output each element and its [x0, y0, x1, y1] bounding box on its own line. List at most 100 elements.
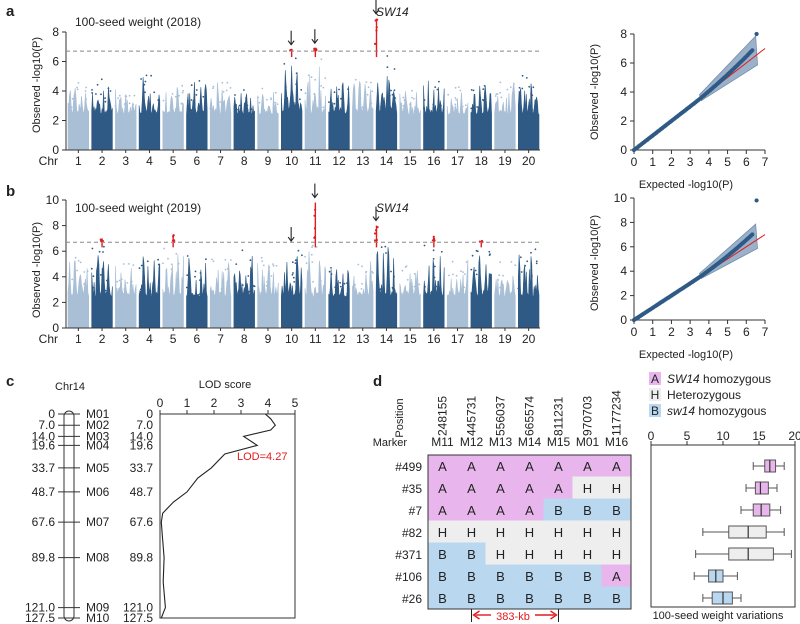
- manhattan-2019-point: [510, 261, 513, 263]
- manhattan-2018-point: [142, 101, 145, 104]
- chromosome-bar: [63, 410, 75, 622]
- manhattan-2019-chr-12-mass: [328, 269, 350, 329]
- manhattan-2019-chr-18-points: [470, 239, 492, 329]
- qq-2019-top-point: [754, 198, 759, 203]
- manhattan-2019-point: [346, 282, 348, 284]
- manhattan-2018-point: [499, 81, 502, 84]
- manhattan-2018-point: [104, 97, 106, 99]
- manhattan-2019-point: [235, 263, 238, 265]
- manhattan-2018-point: [404, 98, 406, 101]
- manhattan-2018-chr-16-points: [422, 80, 445, 151]
- manhattan-2018-point: [411, 96, 413, 99]
- manhattan-2018-chr-12-mass: [328, 82, 350, 151]
- genotype-letter: B: [583, 503, 592, 518]
- manhattan-2019-point: [104, 289, 107, 292]
- manhattan-2018-chr-label-9: 9: [265, 154, 272, 168]
- manhattan-2019-chr-13-points: [352, 261, 374, 329]
- manhattan-2018-point: [123, 103, 126, 105]
- chr14-marker-label-M06: M06: [86, 485, 110, 499]
- qq-2018-xtick-label: 2: [668, 155, 675, 169]
- manhattan-2019-sig-point: [433, 239, 436, 242]
- qq-2019-xtick-label: 1: [649, 325, 656, 339]
- genotype-letter: A: [525, 459, 534, 474]
- legend-swatch-A: [649, 372, 661, 385]
- manhattan-2018-point: [470, 107, 473, 110]
- genotype-letter: H: [438, 525, 447, 540]
- qq-2019-ytick-label: 4: [620, 264, 627, 278]
- manhattan-2019-point: [176, 278, 179, 281]
- chr14-cm-label: 7.0: [38, 418, 55, 432]
- manhattan-2019-point: [360, 288, 363, 290]
- manhattan-2019-chr-14-mass: [375, 247, 398, 329]
- manhattan-2018-chr-13-points: [352, 78, 374, 151]
- manhattan-2018-point: [371, 90, 374, 93]
- manhattan-2019-point: [393, 275, 395, 278]
- marker-label-M11: M11: [431, 435, 454, 449]
- manhattan-2019-chr-20-points: [517, 248, 540, 329]
- manhattan-2018-chr-20-mass: [517, 83, 540, 151]
- manhattan-2018-point: [476, 106, 478, 108]
- manhattan-2018-point: [472, 89, 475, 92]
- manhattan-2018-point: [434, 86, 437, 88]
- manhattan-2019-point: [413, 273, 416, 275]
- manhattan-2018-point: [313, 93, 315, 95]
- manhattan-2018-point: [454, 97, 457, 99]
- manhattan-2019-arrow-head-chr-10: [287, 236, 295, 242]
- manhattan-2018-chr-label-1: 1: [75, 154, 82, 168]
- manhattan-2019-point: [248, 290, 251, 293]
- manhattan-2019-point: [346, 292, 349, 295]
- manhattan-2019-chr-9-mass: [257, 263, 279, 329]
- manhattan-2019-point: [305, 262, 308, 265]
- lod-profile-line: [160, 413, 277, 619]
- manhattan-2018-point: [132, 103, 135, 106]
- boxplot-xtick-label: 20: [788, 429, 800, 443]
- manhattan-2018-ytick-label: 8: [52, 25, 59, 39]
- manhattan-2019-point: [186, 255, 189, 257]
- manhattan-2019-title: 100-seed weight (2019): [75, 201, 201, 215]
- manhattan-2019-chr-17-mass: [446, 259, 469, 329]
- manhattan-2018-point: [386, 55, 389, 57]
- manhattan-2018-point: [530, 93, 532, 95]
- manhattan-2019-point: [293, 281, 296, 283]
- manhattan-2019-point: [289, 290, 292, 293]
- manhattan-2018-chr-14-mass: [375, 75, 398, 151]
- manhattan-2019-chr-1-mass: [67, 260, 89, 329]
- manhattan-2019-point: [103, 245, 105, 248]
- marker-label-M15: M15: [547, 435, 571, 449]
- lod-cm-label: 48.7: [130, 485, 154, 499]
- manhattan-2018-point: [95, 93, 97, 95]
- manhattan-2019-point: [312, 244, 314, 247]
- manhattan-2019-point: [434, 265, 436, 268]
- manhattan-2019-point: [292, 276, 295, 279]
- manhattan-2019-point: [423, 244, 426, 247]
- manhattan-2019-chr-label-18: 18: [475, 332, 489, 346]
- genotype-letter: B: [438, 569, 447, 584]
- manhattan-2018-point: [270, 97, 272, 100]
- genotype-letter: A: [438, 503, 447, 518]
- manhattan-2019-sig-point: [432, 235, 435, 238]
- manhattan-2018-ytick-label: 0: [52, 143, 59, 157]
- manhattan-2019-ylabel: Observed -log10(P): [31, 222, 43, 318]
- manhattan-2018-point: [226, 81, 229, 84]
- manhattan-2018-point: [528, 85, 531, 88]
- manhattan-2018-point: [359, 96, 362, 99]
- manhattan-2019-point: [106, 279, 108, 282]
- manhattan-2019-chr-1-points: [67, 256, 89, 329]
- manhattan-2018-point: [447, 93, 450, 96]
- manhattan-2018-point: [531, 108, 533, 111]
- boxplot-xtick-label: 15: [752, 429, 766, 443]
- manhattan-2018-point: [328, 101, 330, 103]
- manhattan-2019-point: [266, 281, 268, 283]
- manhattan-2018-point: [402, 104, 405, 107]
- manhattan-2019-chr-4-points: [138, 256, 161, 329]
- qq-2019-xtick-label: 5: [724, 325, 731, 339]
- genotype-letter: H: [583, 481, 592, 496]
- chr14-marker-label-M04: M04: [86, 438, 110, 452]
- manhattan-2019-point: [462, 271, 464, 273]
- manhattan-2019-point: [265, 284, 268, 287]
- manhattan-2019-point: [120, 278, 123, 281]
- manhattan-2019-point: [535, 262, 538, 265]
- lod-cm-label: 127.5: [123, 611, 153, 624]
- genotype-letter: H: [583, 525, 592, 540]
- manhattan-2019-point: [475, 273, 478, 276]
